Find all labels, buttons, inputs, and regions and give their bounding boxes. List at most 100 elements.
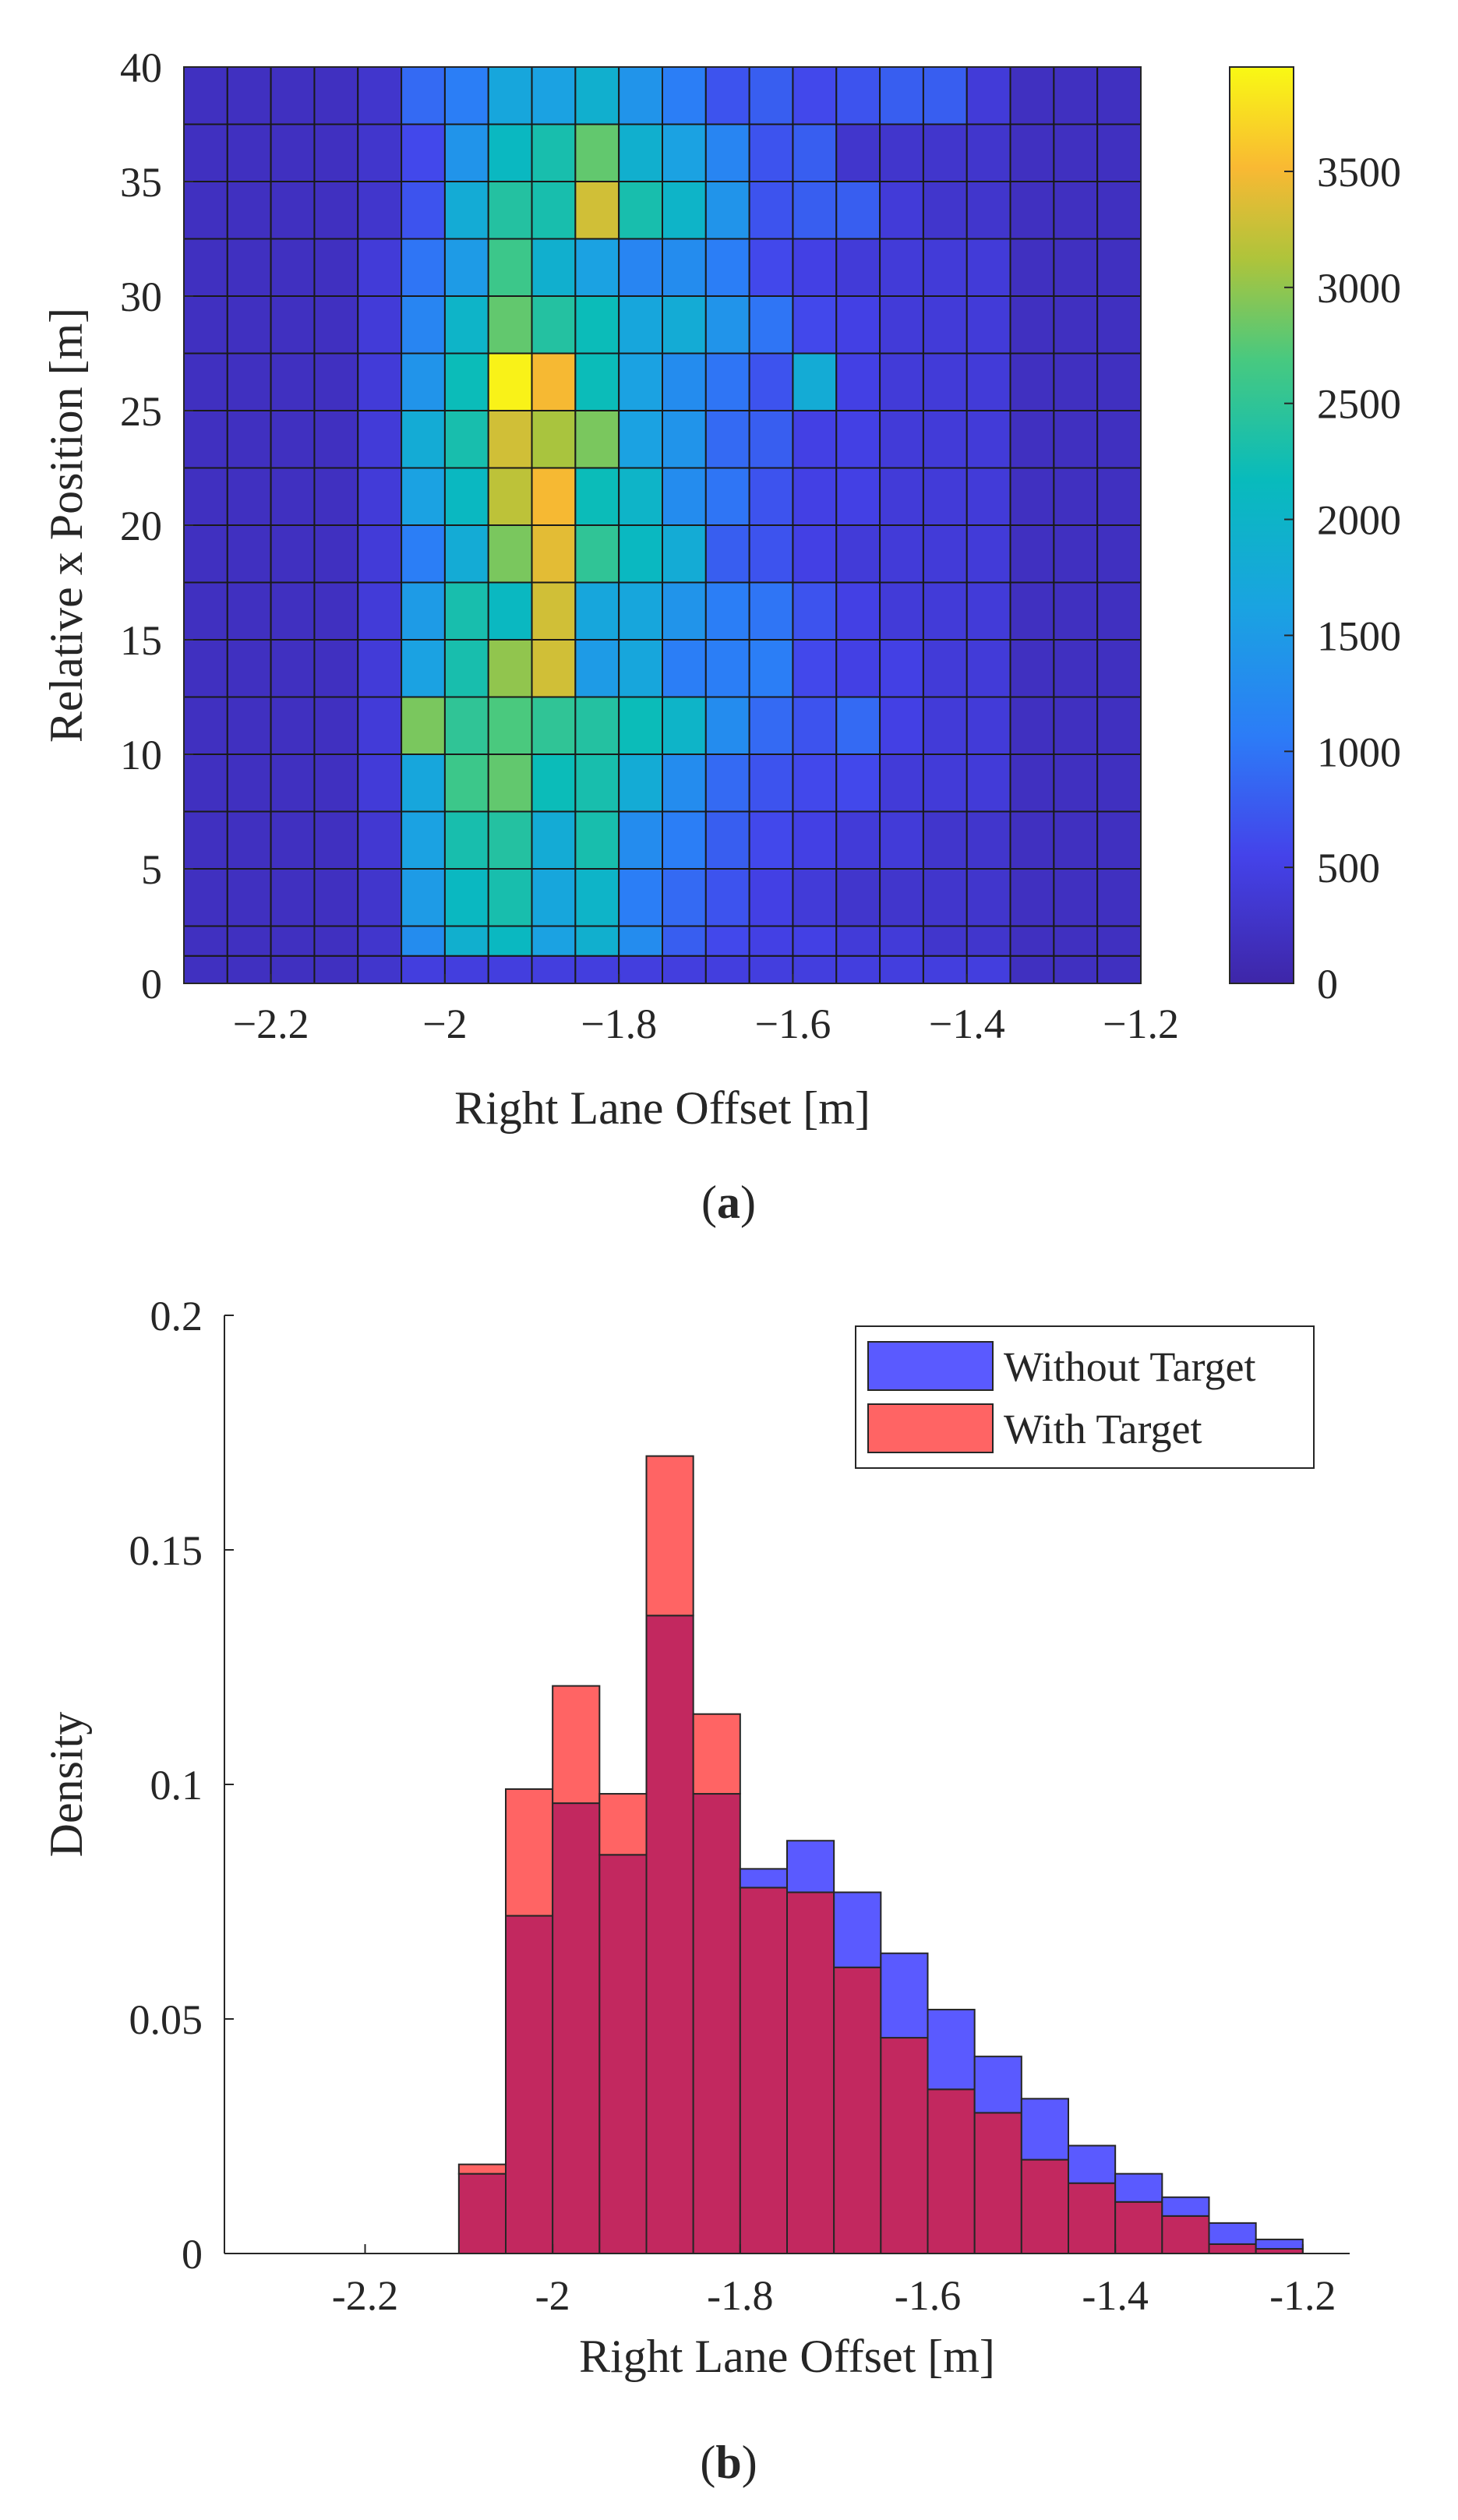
heatmap-cell (748, 754, 794, 813)
heatmap-cell (792, 295, 838, 355)
heatmap-cell (226, 123, 272, 182)
heatmap-cell (226, 181, 272, 240)
heatmap-cell (1053, 524, 1099, 584)
heatmap-cell (748, 581, 794, 641)
heatmap-cell (401, 696, 446, 755)
heatmap-cell (1096, 66, 1142, 125)
heatmap-cell (1096, 524, 1142, 584)
heatmap-cell (574, 238, 620, 297)
heatmap-cell (704, 810, 750, 870)
heatmap-cell (313, 524, 359, 584)
bar-overlap (1161, 2215, 1210, 2254)
heatmap-cell (704, 955, 750, 984)
heatmap-cell (748, 524, 794, 584)
heatmap-cell (357, 123, 403, 182)
heatmap-cell (531, 696, 577, 755)
heatmap-cell (1053, 754, 1099, 813)
heatmap-cell (922, 581, 968, 641)
heatmap-cell (922, 639, 968, 698)
heatmap-cell (618, 581, 664, 641)
heatmap-cell (183, 696, 228, 755)
heatmap-cell (270, 754, 316, 813)
heatmap-cell (531, 581, 577, 641)
heatmap-cell (835, 66, 881, 125)
heatmap-cell (357, 810, 403, 870)
heatmap-cell (704, 639, 750, 698)
heatmap-cell (966, 181, 1011, 240)
heatmap-cell (531, 955, 577, 984)
heatmap-cell (1096, 410, 1142, 469)
heatmap-cell (443, 524, 489, 584)
bar-overlap (645, 1615, 694, 2254)
heatmap-cell (748, 955, 794, 984)
heatmap-cell (966, 467, 1011, 526)
colorbar-tick-label: 2500 (1317, 381, 1401, 428)
heatmap-cell (1053, 410, 1099, 469)
heatmap-cell (879, 581, 924, 641)
heatmap-cell (183, 181, 228, 240)
heatmap-cell (966, 581, 1011, 641)
heatmap-cell (574, 181, 620, 240)
heatmap-cell (835, 352, 881, 411)
heatmap-cell (704, 581, 750, 641)
heatmap-cell (531, 868, 577, 927)
heatmap-cell (618, 123, 664, 182)
heatmap-cell (574, 295, 620, 355)
heatmap-cell (704, 352, 750, 411)
heatmap-cell (531, 66, 577, 125)
heatmap-cell (618, 696, 664, 755)
heatmap-cell (313, 295, 359, 355)
heatmap-y-label: Relative x Position [m] (41, 308, 92, 743)
heatmap-cell (357, 639, 403, 698)
hist-x-tick-label: -1.2 (1269, 2272, 1336, 2319)
heatmap-cell (313, 181, 359, 240)
heatmap-y-tick-label: 20 (120, 503, 162, 549)
heatmap-cell (574, 123, 620, 182)
heatmap-cell (662, 810, 707, 870)
heatmap-cell (270, 66, 316, 125)
heatmap-cell (1053, 295, 1099, 355)
heatmap-cell (1053, 639, 1099, 698)
heatmap-cell (618, 352, 664, 411)
heatmap-cell (1053, 581, 1099, 641)
hist-y-tick-label: 0 (182, 2231, 203, 2278)
heatmap-cell (835, 467, 881, 526)
heatmap-cell (1009, 955, 1055, 984)
heatmap-cell (313, 754, 359, 813)
heatmap-cell (662, 410, 707, 469)
heatmap-cell (879, 524, 924, 584)
heatmap-cell (226, 238, 272, 297)
heatmap-cell (662, 696, 707, 755)
heatmap-cell (922, 238, 968, 297)
heatmap-cell (531, 524, 577, 584)
heatmap-x-label: Right Lane Offset [m] (454, 1082, 870, 1134)
heatmap-cell (835, 810, 881, 870)
heatmap-cell (270, 955, 316, 984)
heatmap-cell (270, 352, 316, 411)
heatmap-cell (662, 639, 707, 698)
heatmap-cell (1096, 810, 1142, 870)
heatmap-cell (1009, 410, 1055, 469)
heatmap-cell (1096, 581, 1142, 641)
heatmap-cell (443, 868, 489, 927)
heatmap-cell (835, 410, 881, 469)
heatmap-cell (443, 410, 489, 469)
heatmap-cell (792, 925, 838, 957)
colorbar-tick-label: 3000 (1317, 265, 1401, 312)
heatmap-cell (443, 238, 489, 297)
bar-without-target (739, 1868, 788, 1889)
heatmap-cell (1053, 925, 1099, 957)
heatmap-x-tick-label: −2 (422, 1001, 467, 1047)
bar-without-target (1068, 2144, 1117, 2184)
heatmap-cell (401, 66, 446, 125)
heatmap-cell (574, 581, 620, 641)
heatmap-cell (922, 810, 968, 870)
heatmap-cell (443, 754, 489, 813)
heatmap-cell (966, 925, 1011, 957)
heatmap-cell (792, 955, 838, 984)
hist-x-tick-label: -1.8 (707, 2272, 773, 2319)
heatmap-cell (748, 410, 794, 469)
heatmap-cell (879, 955, 924, 984)
heatmap-cell (313, 868, 359, 927)
heatmap-cell (922, 123, 968, 182)
